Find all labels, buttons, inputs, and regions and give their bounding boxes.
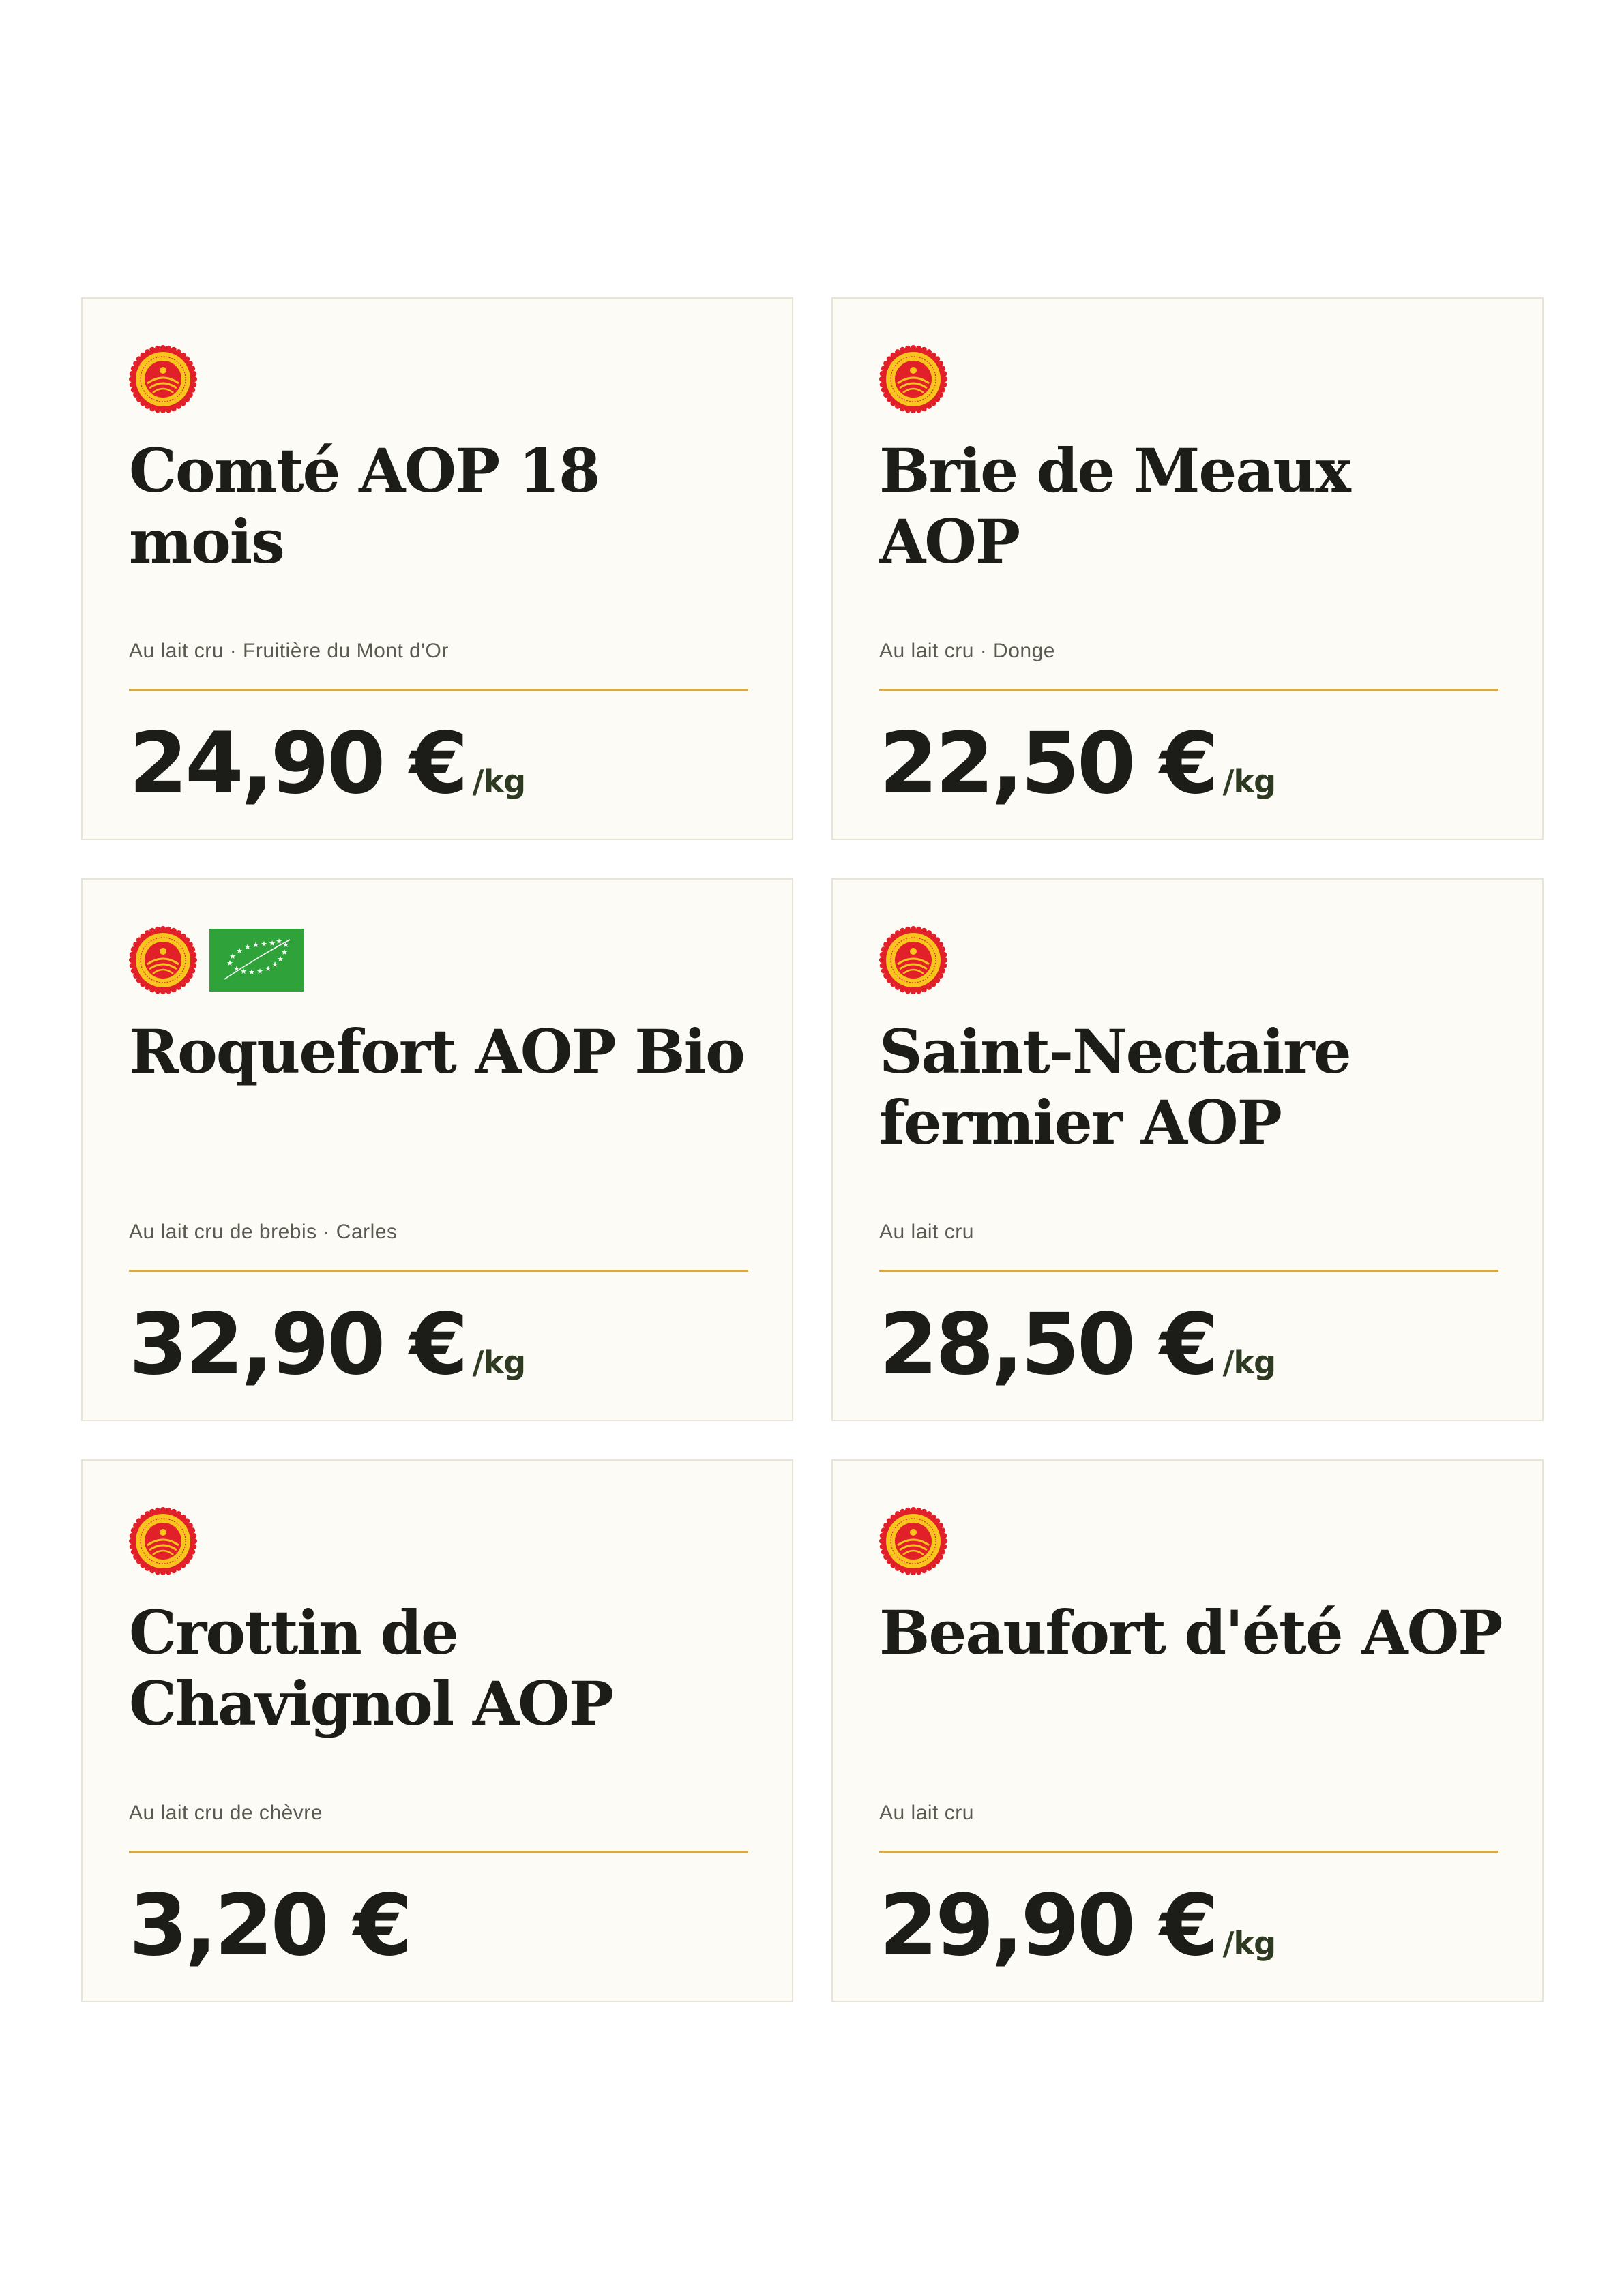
svg-text:★: ★ [233,964,240,973]
cheese-origin: Au lait cru [879,1802,974,1824]
divider-line [879,1270,1498,1272]
certification-badges [129,1507,197,1575]
cheese-origin: Au lait cru · Donge [879,640,1055,662]
price-label-card: Saint-Nectaire fermier AOP Au lait cru 2… [831,878,1544,1421]
aop-seal-icon [129,345,197,413]
certification-badges [129,345,197,413]
svg-text:★: ★ [265,964,271,973]
cheese-name: Beaufort d'été AOP [879,1597,1503,1668]
svg-text:★: ★ [236,946,243,955]
svg-text:★: ★ [261,940,267,949]
price-value: 22,50 € [879,715,1219,813]
price-value: 3,20 € [129,1877,412,1975]
price-row: 32,90 € /kg [129,1296,526,1394]
divider-line [129,1270,748,1272]
price-unit: /kg [1222,1344,1276,1381]
svg-text:★: ★ [276,937,282,946]
svg-text:★: ★ [282,940,289,949]
divider-line [129,689,748,691]
price-value: 28,50 € [879,1296,1219,1394]
price-row: 22,50 € /kg [879,715,1276,813]
cheese-name: Brie de Meaux AOP [879,435,1351,577]
cheese-name: Saint-Nectaire fermier AOP [879,1016,1352,1158]
divider-line [129,1851,748,1853]
cheese-name: Comté AOP 18 mois [129,435,600,577]
svg-text:★: ★ [281,948,288,957]
price-unit: /kg [472,1344,526,1381]
aop-seal-icon [879,1507,947,1575]
svg-text:★: ★ [256,967,263,976]
price-row: 29,90 € /kg [879,1877,1276,1975]
certification-badges [879,345,947,413]
svg-text:★: ★ [252,940,259,949]
price-label-card: Crottin de Chavignol AOP Au lait cru de … [81,1459,793,2002]
svg-text:★: ★ [271,960,278,969]
price-label-card: Beaufort d'été AOP Au lait cru 29,90 € /… [831,1459,1544,2002]
price-value: 29,90 € [879,1877,1219,1975]
price-row: 3,20 € [129,1878,416,1973]
cheese-origin: Au lait cru de chèvre [129,1802,323,1824]
price-row: 24,90 € /kg [129,715,526,813]
aop-seal-icon [879,345,947,413]
price-label-card: ★ ★ ★ ★ ★ ★ ★ ★ ★ ★ ★ ★ ★ ★ ★ ★ ★ Roquefort AOP Bio Au l… [81,878,793,1421]
svg-text:★: ★ [277,955,284,964]
certification-badges [879,926,947,994]
aop-seal-icon [129,1507,197,1575]
aop-seal-icon [879,926,947,994]
divider-line [879,1851,1498,1853]
price-label-card: Comté AOP 18 mois Au lait cru · Fruitièr… [81,297,793,840]
price-row: 28,50 € /kg [879,1296,1276,1394]
price-label-sheet: Comté AOP 18 mois Au lait cru · Fruitièr… [81,297,1544,2002]
certification-badges [879,1507,947,1575]
price-value: 24,90 € [129,715,469,813]
price-value: 32,90 € [129,1296,469,1394]
cheese-origin: Au lait cru · Fruitière du Mont d'Or [129,640,449,662]
certification-badges: ★ ★ ★ ★ ★ ★ ★ ★ ★ ★ ★ ★ ★ ★ ★ ★ ★ [129,926,304,994]
cheese-name: Crottin de Chavignol AOP [129,1597,614,1739]
svg-text:★: ★ [226,959,233,968]
svg-text:★: ★ [240,967,247,976]
divider-line [879,689,1498,691]
svg-text:★: ★ [244,942,251,951]
svg-text:★: ★ [248,968,255,976]
eu-organic-leaf-icon: ★ ★ ★ ★ ★ ★★★★★★★ ★ ★ ★ ★ ★ [209,929,304,992]
svg-text:★: ★ [269,939,276,948]
price-label-card: Brie de Meaux AOP Au lait cru · Donge 22… [831,297,1544,840]
cheese-origin: Au lait cru [879,1221,974,1243]
price-unit: /kg [1222,763,1276,800]
cheese-origin: Au lait cru de brebis · Carles [129,1221,398,1243]
aop-seal-icon [129,926,197,994]
svg-text:★: ★ [229,952,236,961]
price-unit: /kg [472,763,526,800]
cheese-name: Roquefort AOP Bio [129,1016,745,1087]
price-unit: /kg [1222,1925,1276,1962]
